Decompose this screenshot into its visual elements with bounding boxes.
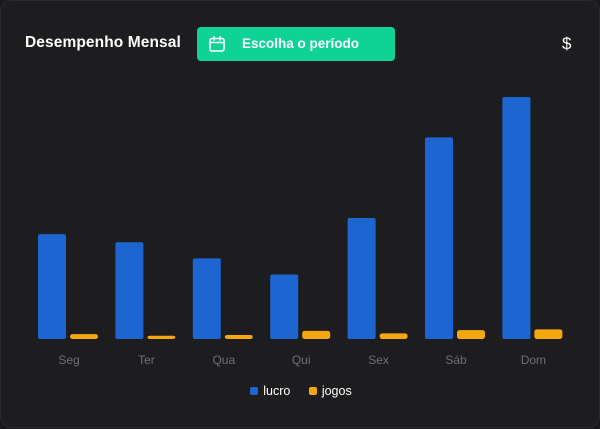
bar-lucro-Qui[interactable] [270, 274, 299, 339]
bar-lucro-Sáb[interactable] [425, 137, 453, 339]
bar-lucro-Sex[interactable] [347, 218, 376, 339]
bar-jogos-Qua[interactable] [224, 334, 253, 339]
bar-jogos-Sáb[interactable] [457, 330, 485, 339]
legend-label-lucro: lucro [263, 383, 291, 398]
x-tick-label: Qui [292, 353, 311, 367]
calendar-icon [209, 35, 225, 52]
bar-jogos-Dom[interactable] [534, 329, 563, 339]
bar-jogos-Seg[interactable] [70, 334, 98, 339]
currency-icon[interactable]: $ [562, 34, 572, 53]
legend-item-jogos[interactable]: jogos [308, 382, 352, 400]
x-tick-label: Sáb [445, 353, 467, 367]
bar-lucro-Ter[interactable] [115, 242, 144, 339]
x-tick-label: Dom [521, 353, 546, 367]
bar-lucro-Qua[interactable] [192, 258, 221, 339]
choose-period-button[interactable]: Escolha o período [197, 27, 395, 61]
legend-swatch-jogos [308, 386, 317, 395]
choose-period-label: Escolha o período [242, 36, 360, 51]
bar-jogos-Sex[interactable] [379, 333, 408, 339]
bar-jogos-Qui[interactable] [302, 330, 331, 339]
legend-item-lucro[interactable]: lucro [250, 382, 290, 400]
legend-swatch-lucro [250, 386, 259, 395]
x-tick-label: Seg [58, 353, 79, 367]
bar-lucro-Dom[interactable] [502, 97, 531, 339]
bar-lucro-Seg[interactable] [38, 234, 66, 339]
x-tick-label: Sex [368, 353, 389, 367]
x-tick-label: Qua [212, 353, 235, 367]
x-tick-label: Ter [138, 353, 155, 367]
bar-jogos-Ter[interactable] [147, 335, 176, 339]
chart-legend: lucro jogos [1, 382, 600, 400]
legend-label-jogos: jogos [321, 383, 352, 398]
card-title: Desempenho Mensal [25, 34, 181, 51]
